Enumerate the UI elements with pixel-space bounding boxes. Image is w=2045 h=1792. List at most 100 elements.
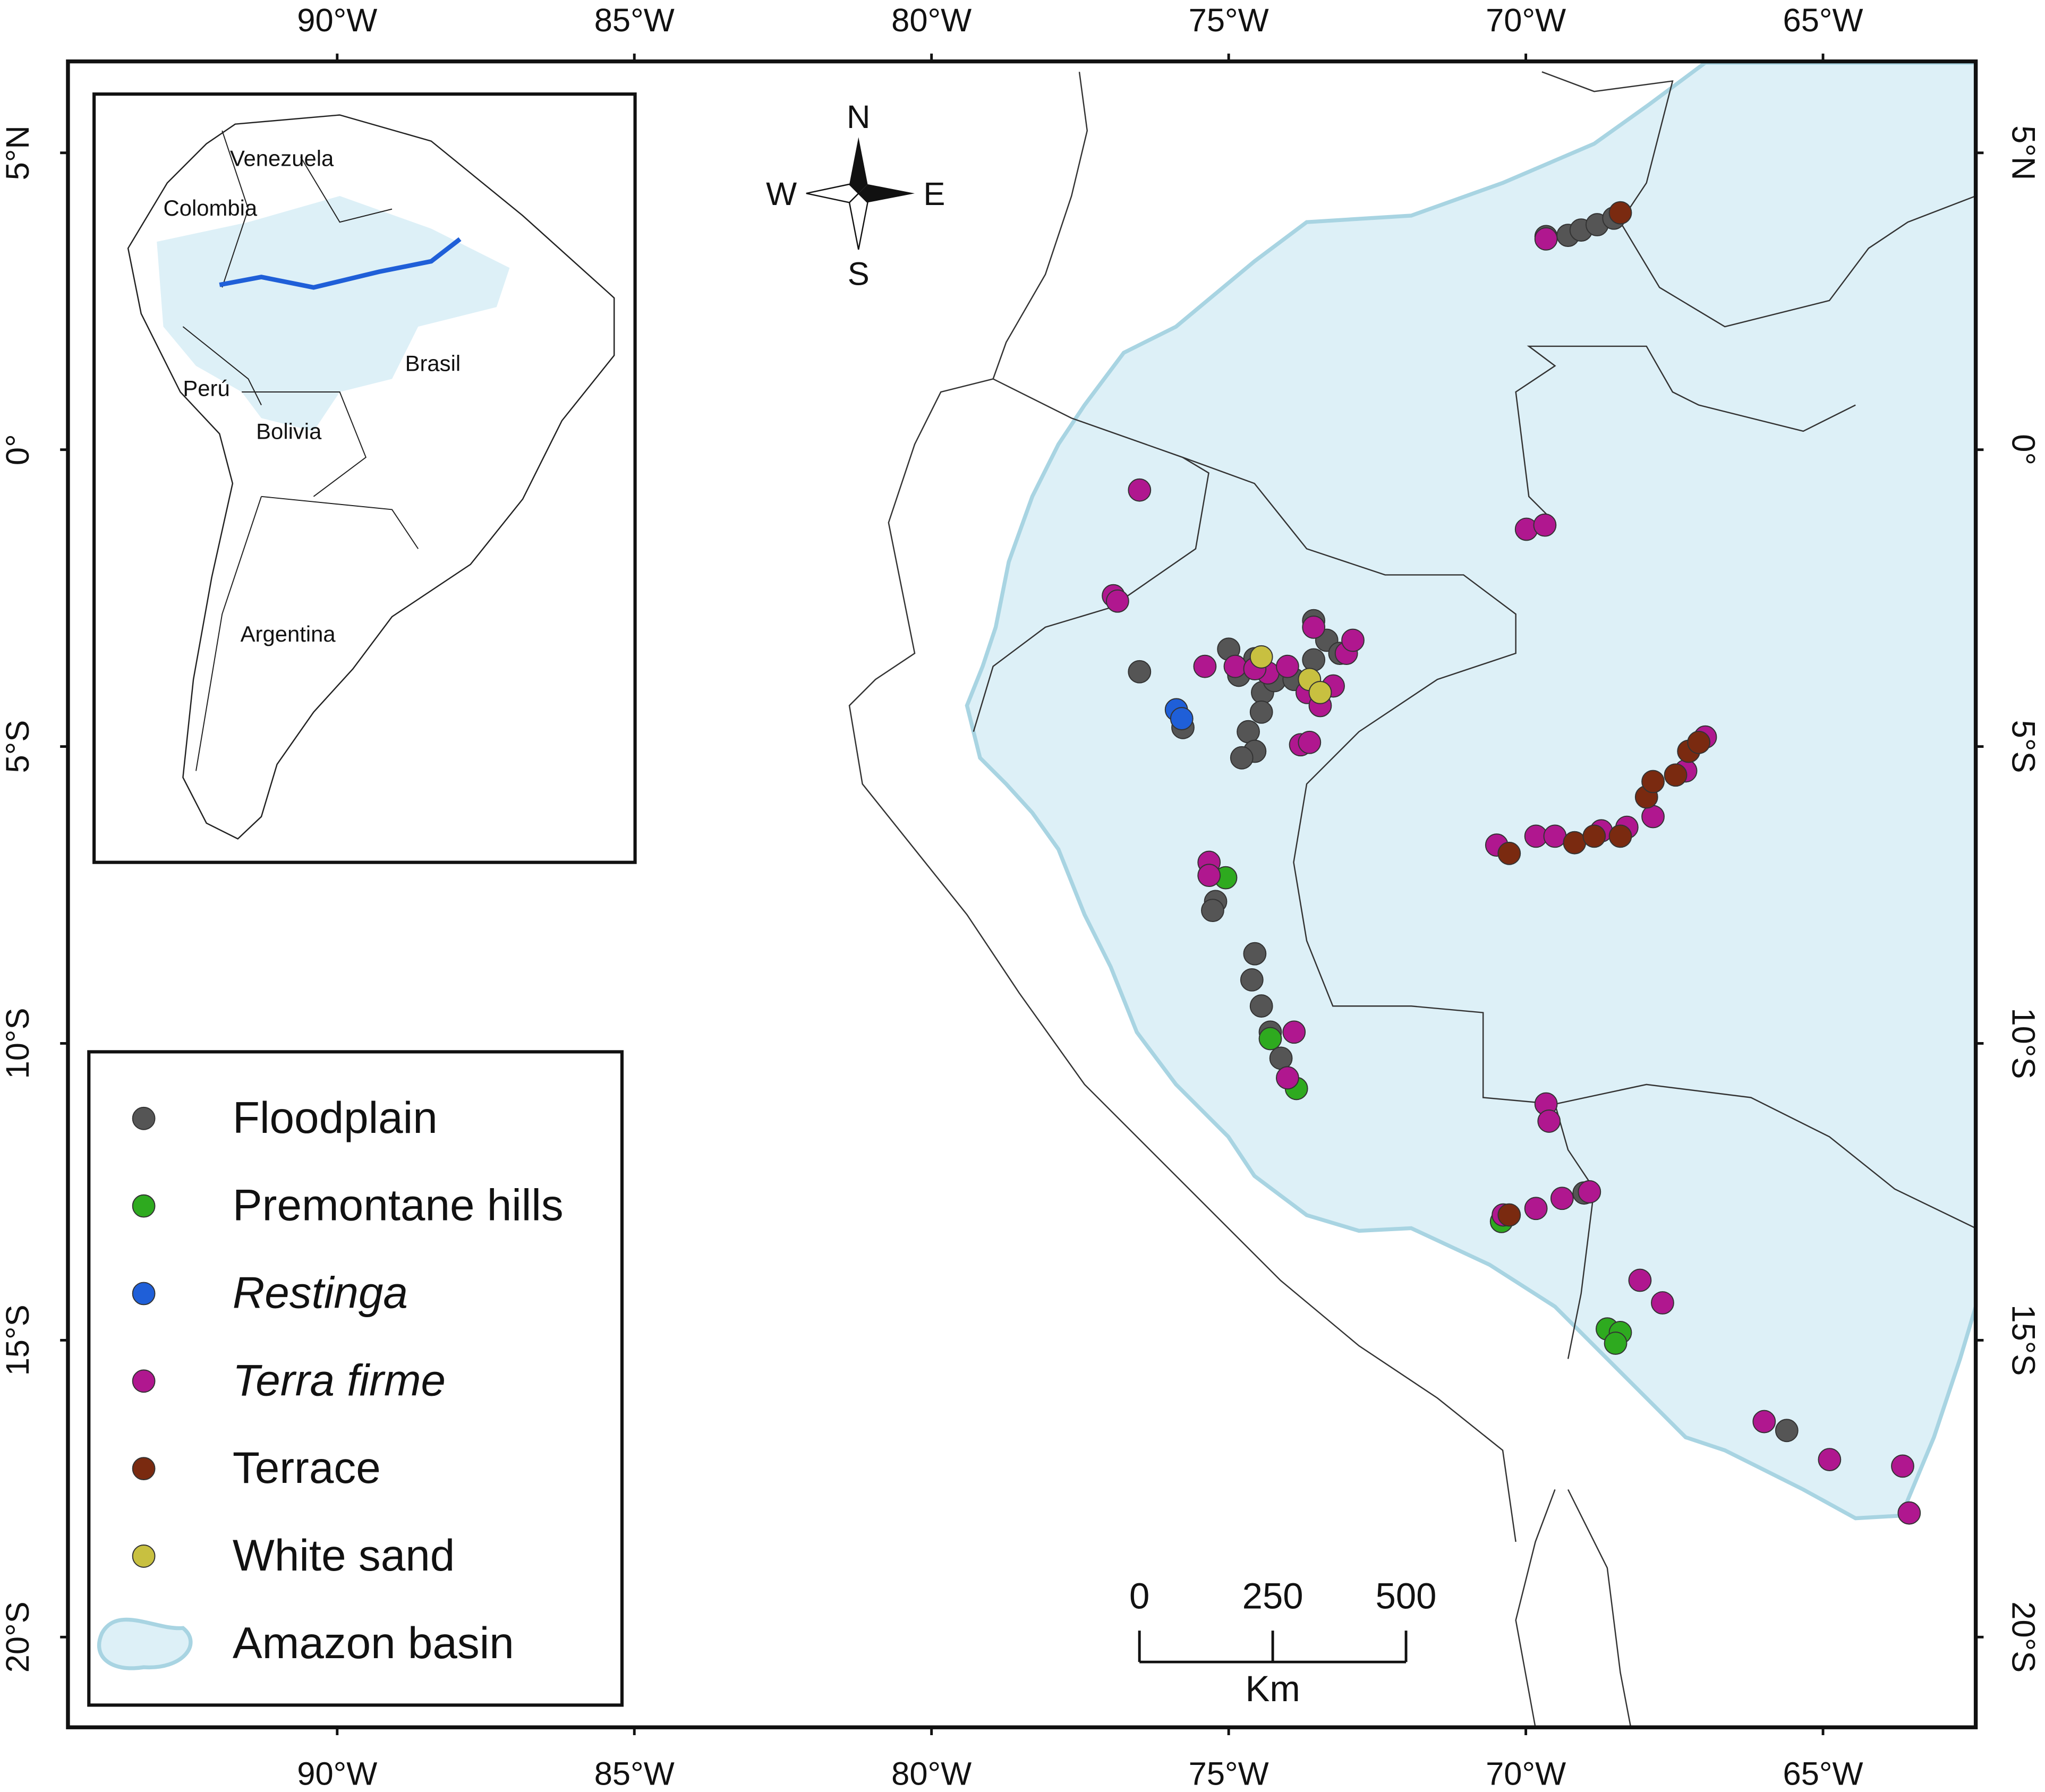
x-tick-label: 65°W — [1783, 2, 1863, 39]
site-point — [1170, 707, 1194, 730]
site-point — [1543, 824, 1567, 848]
site-point — [1128, 478, 1152, 502]
site-point — [1534, 227, 1558, 251]
legend-label: Floodplain — [233, 1093, 438, 1142]
site-point — [1249, 994, 1273, 1018]
site-point — [1537, 1110, 1561, 1133]
legend-label: Amazon basin — [233, 1618, 514, 1668]
site-point — [1128, 660, 1152, 684]
compass: N S W E — [766, 99, 945, 292]
scale-bar: Km 0 250 500 — [1129, 1575, 1436, 1709]
border — [1515, 345, 1856, 523]
inset-label: Bolivia — [256, 419, 322, 444]
amazon-basin — [965, 61, 1978, 1521]
site-point — [1243, 942, 1267, 966]
site-point — [1775, 1419, 1799, 1443]
site-point — [1237, 720, 1260, 744]
site-point — [1533, 513, 1557, 537]
site-point — [1106, 589, 1129, 613]
border — [973, 72, 1209, 732]
legend-marker — [132, 1369, 156, 1393]
y-tick-label: 0° — [0, 434, 36, 465]
x-tick-label: 75°W — [1189, 1755, 1269, 1792]
legend-label: Terra firme — [233, 1355, 446, 1405]
border — [1541, 71, 1976, 328]
site-point — [1201, 899, 1224, 923]
compass-label: W — [766, 176, 797, 212]
x-tick-label: 70°W — [1486, 1755, 1566, 1792]
inset-basin — [157, 196, 510, 431]
inset-label: Perú — [183, 376, 229, 400]
border — [1515, 1489, 1556, 1728]
y-tick-label: 10°S — [0, 1008, 36, 1079]
compass-label: N — [847, 99, 870, 135]
site-point — [1249, 645, 1273, 669]
site-point — [1641, 770, 1665, 793]
compass-arrow — [849, 137, 868, 194]
map-frame — [66, 59, 1978, 1729]
x-tick-label: 80°W — [891, 1755, 972, 1792]
site-point — [1550, 1187, 1574, 1210]
site-point — [1341, 628, 1365, 652]
legend-label: Premontane hills — [233, 1180, 564, 1230]
site-point — [1197, 864, 1221, 888]
site-point — [1563, 831, 1587, 855]
x-tick-label: 75°W — [1189, 2, 1269, 39]
inset-map: Venezuela Colombia Brasil Perú Bolivia A… — [92, 92, 637, 864]
site-point — [1302, 648, 1326, 672]
y-tick-label: 5°N — [0, 125, 36, 180]
x-tick-label: 90°W — [297, 1755, 377, 1792]
legend-label: Terrace — [233, 1443, 381, 1492]
legend-label: White sand — [233, 1530, 455, 1580]
site-point — [1891, 1454, 1914, 1478]
site-point — [1608, 201, 1632, 225]
site-point — [1230, 746, 1254, 770]
site-point — [1269, 1046, 1293, 1070]
legend-marker — [132, 1544, 156, 1568]
site-point — [1223, 654, 1247, 678]
country-borders — [848, 71, 1976, 1728]
site-point — [1604, 1332, 1628, 1355]
x-tick-label: 65°W — [1783, 1755, 1863, 1792]
site-point — [1524, 1197, 1548, 1221]
y-tick-label: 20°S — [0, 1601, 36, 1672]
site-point — [1497, 1203, 1521, 1227]
scale-label: 0 — [1129, 1575, 1149, 1616]
site-point — [1628, 1268, 1652, 1292]
site-point — [1276, 1066, 1299, 1090]
y-tick-label: 10°S — [2005, 1008, 2041, 1079]
border — [848, 378, 1516, 1542]
site-point — [1276, 654, 1299, 678]
inset-label: Argentina — [241, 621, 336, 646]
legend-marker — [132, 1457, 156, 1481]
compass-label: E — [923, 176, 945, 212]
y-tick-label: 20°S — [2005, 1601, 2041, 1672]
inset-label: Brasil — [405, 351, 461, 376]
site-point — [1608, 824, 1632, 848]
inset-label: Colombia — [164, 195, 258, 220]
site-point — [1282, 1020, 1306, 1044]
site-point — [1240, 968, 1264, 992]
border — [1567, 1489, 1632, 1728]
points — [1102, 201, 1921, 1525]
y-tick-label: 5°S — [0, 720, 36, 773]
site-point — [1641, 805, 1665, 829]
scale-label: 500 — [1376, 1575, 1437, 1616]
legend-frame — [87, 1050, 624, 1707]
y-tick-label: 0° — [2005, 434, 2041, 465]
legend: Floodplain Premontane hills Restinga Terra … — [87, 1050, 624, 1707]
site-point — [1497, 841, 1521, 865]
x-tick-label: 85°W — [594, 1755, 675, 1792]
site-point — [1258, 1027, 1282, 1051]
scale-label: 250 — [1242, 1575, 1303, 1616]
site-point — [1302, 616, 1326, 639]
site-point — [1664, 763, 1688, 787]
border — [1555, 1083, 1976, 1229]
site-point — [1249, 700, 1273, 724]
site-point — [1193, 654, 1217, 678]
y-tick-label: 15°S — [0, 1304, 36, 1376]
site-point — [1687, 730, 1711, 754]
